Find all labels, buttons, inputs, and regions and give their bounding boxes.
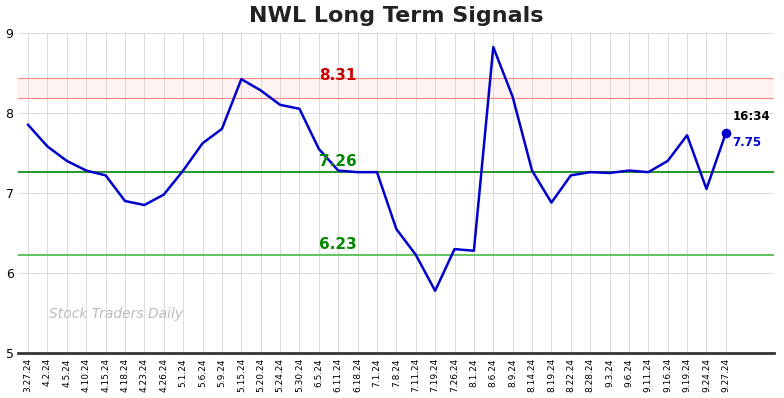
- Point: [720, 130, 732, 136]
- Text: 7.26: 7.26: [319, 154, 357, 169]
- Text: 8.31: 8.31: [320, 68, 357, 83]
- Text: 16:34: 16:34: [732, 110, 770, 123]
- Text: 7.75: 7.75: [732, 136, 762, 149]
- Bar: [18, 78, 775, 98]
- Text: Stock Traders Daily: Stock Traders Daily: [49, 307, 183, 321]
- Text: 6.23: 6.23: [319, 236, 357, 252]
- Title: NWL Long Term Signals: NWL Long Term Signals: [249, 6, 543, 25]
